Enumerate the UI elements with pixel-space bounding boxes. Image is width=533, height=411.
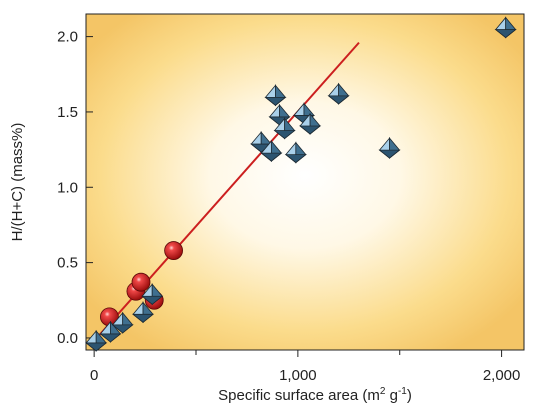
data-point-pyramid xyxy=(378,136,401,159)
y-tick-label: 1.0 xyxy=(57,179,78,196)
data-point-pyramid xyxy=(141,283,164,306)
data-point-pyramid xyxy=(327,82,350,105)
y-axis-label: H/(H+C) (mass%) xyxy=(9,123,26,242)
data-point-sphere xyxy=(131,272,151,292)
x-tick-label: 1,000 xyxy=(279,367,317,384)
data-point-pyramid xyxy=(273,117,296,140)
y-tick-label: 2.0 xyxy=(57,29,78,46)
y-tick-label: 0.5 xyxy=(57,255,78,272)
data-point-pyramid xyxy=(99,320,122,343)
data-point-pyramid xyxy=(111,311,134,334)
x-tick-label: 0 xyxy=(90,367,98,384)
x-tick-label: 2,000 xyxy=(483,367,521,384)
data-point-pyramid xyxy=(250,130,273,153)
y-tick-label: 1.5 xyxy=(57,104,78,121)
data-points xyxy=(85,16,517,352)
data-point-pyramid xyxy=(298,112,322,135)
data-point-pyramid xyxy=(85,329,108,352)
data-point-sphere xyxy=(164,241,184,260)
y-tick-label: 0.0 xyxy=(57,330,78,347)
data-point-pyramid xyxy=(494,16,517,39)
data-point-pyramid xyxy=(260,140,283,162)
x-axis-label: Specific surface area (m2 g-1) xyxy=(218,386,412,404)
axis-ticks: 0.0 0.5 1.0 1.5 2.0 0 1,000 2,000 xyxy=(57,29,520,384)
data-point-pyramid xyxy=(264,84,287,107)
data-point-pyramid xyxy=(131,301,155,324)
data-point-pyramid xyxy=(284,141,307,164)
